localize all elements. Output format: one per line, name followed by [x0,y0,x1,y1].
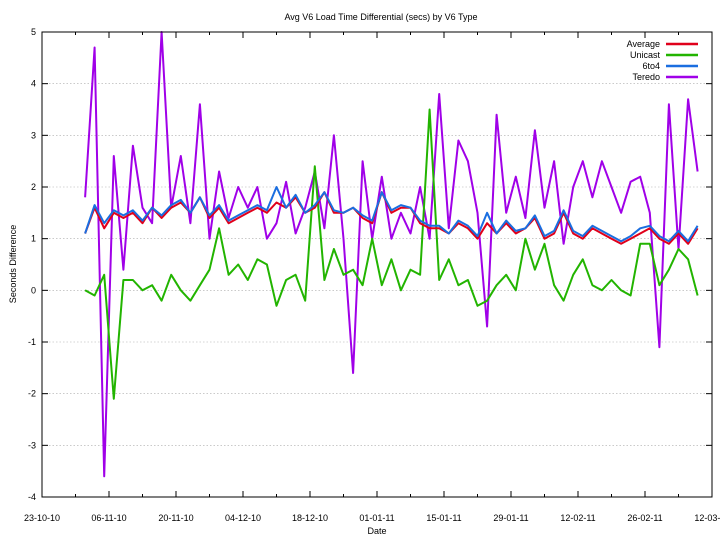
series-lines [84,31,699,478]
x-tick-label: 15-01-11 [426,513,461,523]
series-line-teredo [84,31,699,478]
series-line-6to4 [84,186,699,243]
legend-label: 6to4 [642,61,660,71]
x-tick-label: 26-02-11 [627,513,662,523]
x-tick-label: 23-10-10 [24,513,60,523]
x-tick-label: 01-01-11 [359,513,394,523]
y-tick-label: -1 [28,337,36,347]
x-axis-label: Date [367,526,386,536]
axes: -4 -3 -2 -1 0 1 2 3 4 5 23-10-10 06-11-10 20-11-10 04… [24,27,720,523]
x-tick-label: 29-01-11 [493,513,528,523]
x-tick-label: 20-11-10 [158,513,193,523]
y-tick-label: 3 [31,130,36,140]
x-tick-label: 18-12-10 [292,513,328,523]
y-axis-label: Seconds Difference [8,225,18,303]
x-tick-label: 04-12-10 [225,513,261,523]
y-tick-label: 2 [31,182,36,192]
legend-label: Average [627,39,660,49]
legend-label: Unicast [630,50,661,60]
y-tick-label: -3 [28,440,36,450]
y-tick-label: 1 [31,234,36,244]
x-tick-label: 12-02-11 [560,513,595,523]
x-tick-label: 06-11-10 [91,513,126,523]
y-tick-label: 4 [31,79,36,89]
y-tick-label: -4 [28,492,36,502]
y-tick-label: 0 [31,285,36,295]
y-tick-label: -2 [28,389,36,399]
x-tick-label: 12-03-11 [694,513,720,523]
legend-label: Teredo [632,72,660,82]
series-line-unicast [84,108,699,400]
chart-title: Avg V6 Load Time Differential (secs) by … [284,12,477,22]
y-tick-label: 5 [31,27,36,37]
